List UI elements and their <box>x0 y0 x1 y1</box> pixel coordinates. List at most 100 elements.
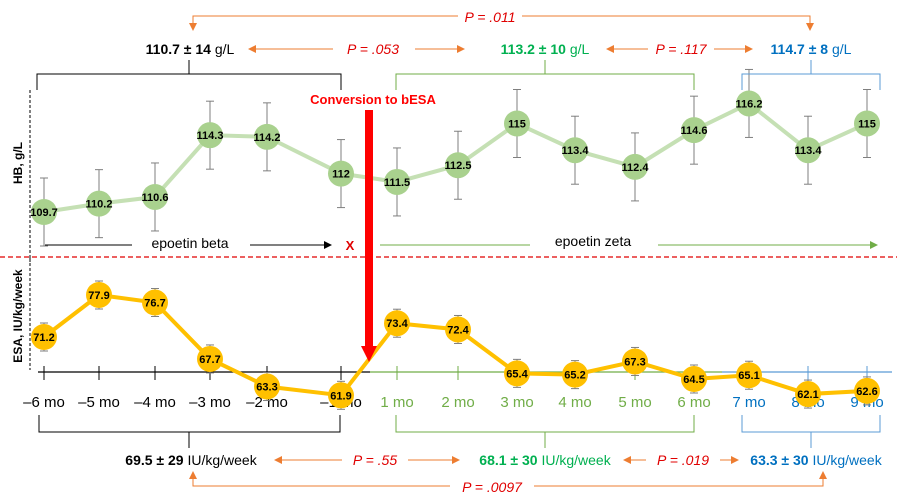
hb-pre-sd: 14 <box>195 41 211 57</box>
hb-point <box>142 183 168 210</box>
esa-zeta-mean: 68.1 <box>479 452 506 468</box>
x-tick-label: 3 mo <box>500 394 533 411</box>
esa-point <box>328 382 354 409</box>
esa-p-zeta-late-bg <box>646 452 720 468</box>
esa-data-label: 62.1 <box>797 389 818 401</box>
conversion-arrow-head <box>361 346 377 362</box>
hb-late-bracket <box>741 73 881 90</box>
esa-point <box>254 373 280 400</box>
hb-data-label: 113.4 <box>562 145 590 157</box>
esa-late-mean: 63.3 <box>750 452 777 468</box>
conversion-label: Conversion to bESA <box>310 92 436 107</box>
esa-pre-unit: IU/kg/week <box>184 452 258 468</box>
hb-p-pre-late: P = .011 <box>465 9 516 25</box>
hb-data-label: 112.4 <box>622 162 650 174</box>
esa-pre-pm: ± <box>153 452 168 468</box>
hb-point <box>504 110 530 137</box>
hb-point <box>562 137 588 164</box>
x-tick-labels: –6 mo–5 mo–4 mo–3 mo–2 mo–1 mo1 mo2 mo3 … <box>23 394 884 411</box>
esa-zeta-sd: 30 <box>522 452 538 468</box>
hb-data-label: 112.5 <box>445 160 472 172</box>
esa-zeta-bracket <box>395 415 695 433</box>
esa-zeta-unit: IU/kg/week <box>538 452 612 468</box>
hb-late-pm: ± <box>805 41 820 57</box>
hb-axis-title: HB, g/L <box>11 142 25 184</box>
esa-data-label: 71.2 <box>33 332 54 344</box>
x-tick-label: –2 mo <box>246 394 288 411</box>
hb-point <box>622 153 648 180</box>
esa-pre-bracket <box>38 415 341 433</box>
hb-series: 109.7 110.2 110.6 114.3 114.2 112 111.5 112.5 11… <box>30 68 880 247</box>
hb-late-mean: 114.7 <box>771 41 805 57</box>
esa-data-label: 72.4 <box>447 324 469 336</box>
x-tick-label: 4 mo <box>558 394 591 411</box>
esa-data-label: 76.7 <box>144 298 165 310</box>
esa-p-pre-zeta-bg <box>342 452 408 468</box>
hb-data-label: 111.5 <box>384 177 410 189</box>
x-tick-label: –3 mo <box>189 394 231 411</box>
hb-late-unit: g/L <box>828 41 852 57</box>
esa-data-label: 77.9 <box>88 290 109 302</box>
hb-point <box>854 110 880 137</box>
esa-axis-title: ESA, IU/kg/week <box>11 269 25 363</box>
esa-pre-mean: 69.5 <box>125 452 152 468</box>
esa-pre-sd: 29 <box>168 452 184 468</box>
esa-p-pre-late: P = .0097 <box>462 479 523 495</box>
esa-data-label: 61.9 <box>330 390 351 402</box>
hb-data-label: 110.6 <box>142 192 169 204</box>
epoetin-beta-label: epoetin beta <box>151 235 228 251</box>
esa-zeta-pm: ± <box>507 452 522 468</box>
x-marker: X <box>346 238 355 253</box>
esa-point <box>622 348 648 375</box>
x-tick-label: 5 mo <box>618 394 651 411</box>
hb-point <box>328 160 354 187</box>
hb-late-summary: 114.7 ± 8 g/L <box>771 41 852 57</box>
esa-late-sd: 30 <box>793 452 809 468</box>
esa-late-pm: ± <box>778 452 793 468</box>
hb-point <box>384 168 410 195</box>
esa-data-label: 65.2 <box>564 370 585 382</box>
hb-late-sd: 8 <box>820 41 828 57</box>
hb-data-label: 113.4 <box>795 145 823 157</box>
hb-pre-mean: 110.7 <box>146 41 180 57</box>
epoetin-zeta-label: epoetin zeta <box>555 233 631 249</box>
esa-pre-summary: 69.5 ± 29 IU/kg/week <box>125 452 257 468</box>
hb-point <box>736 90 762 117</box>
esa-late-unit: IU/kg/week <box>809 452 883 468</box>
x-tick-label: 7 mo <box>732 394 765 411</box>
esa-data-label: 63.3 <box>256 382 277 394</box>
hb-zeta-unit: g/L <box>566 41 590 57</box>
hb-p-zeta-late: P = .117 <box>656 41 708 57</box>
esa-zeta-summary: 68.1 ± 30 IU/kg/week <box>479 452 611 468</box>
esa-data-label: 65.1 <box>738 370 759 382</box>
esa-point <box>142 289 168 316</box>
esa-late-summary: 63.3 ± 30 IU/kg/week <box>750 452 882 468</box>
hb-point <box>681 117 707 144</box>
x-tick-label: 2 mo <box>441 394 474 411</box>
esa-point <box>445 316 471 343</box>
x-tick-label: –4 mo <box>134 394 176 411</box>
hb-data-label: 114.6 <box>681 125 708 137</box>
esa-data-label: 67.7 <box>199 354 220 366</box>
esa-point <box>681 366 707 393</box>
hb-point <box>445 152 471 179</box>
hb-p-pre-zeta: P = .053 <box>347 41 399 57</box>
esa-data-label: 67.3 <box>624 356 645 368</box>
esa-p-zeta-late: P = .019 <box>657 452 709 468</box>
hb-p-pre-zeta-bg <box>333 41 415 57</box>
hb-data-label: 116.2 <box>736 98 763 110</box>
esa-p-pre-zeta: P = .55 <box>353 452 397 468</box>
hb-data-label: 114.2 <box>254 132 281 144</box>
hb-p-zeta-late-bg <box>648 41 714 57</box>
hb-zeta-pm: ± <box>535 41 550 57</box>
esa-point <box>384 310 410 337</box>
esa-point <box>86 281 112 308</box>
esa-data-label: 62.6 <box>856 386 877 398</box>
hb-data-label: 112 <box>332 169 350 181</box>
x-tick-label: –6 mo <box>23 394 65 411</box>
hb-point <box>31 199 57 225</box>
esa-point <box>197 345 223 372</box>
x-tick-label: 1 mo <box>380 394 413 411</box>
